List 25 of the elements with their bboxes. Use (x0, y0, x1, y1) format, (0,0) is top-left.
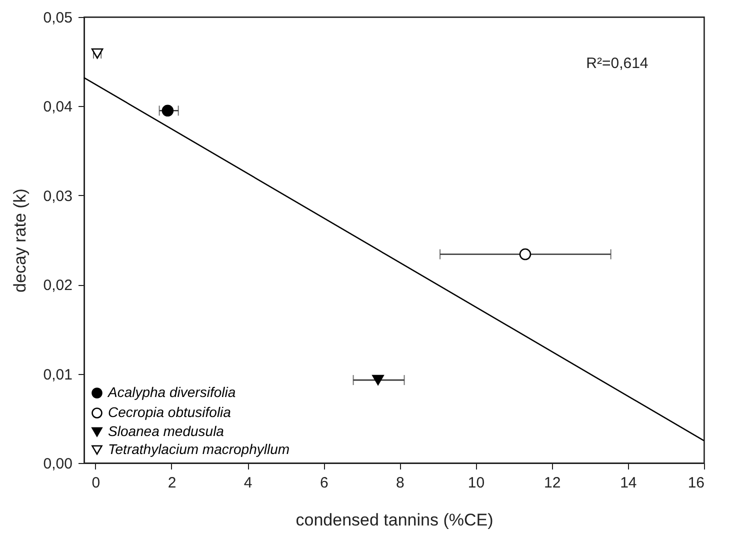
x-tick-label: 12 (544, 474, 561, 492)
y-tick-label: 0,01 (43, 366, 72, 384)
x-tick-label: 16 (688, 474, 704, 492)
x-tick-label: 0 (92, 474, 100, 492)
legend-label: Acalypha diversifolia (107, 384, 236, 400)
y-tick-label: 0,02 (43, 277, 72, 294)
x-tick-label: 10 (468, 474, 485, 492)
x-tick-label: 14 (620, 474, 637, 492)
x-tick-label: 4 (244, 474, 252, 492)
legend-label: Cecropia obtusifolia (108, 404, 232, 420)
point (519, 248, 532, 260)
y-tick-label: 0,00 (43, 456, 72, 472)
legend-label: Sloanea medusula (108, 423, 224, 439)
x-axis-title: condensed tannins (%CE) (296, 510, 494, 530)
y-tick-label: 0,03 (43, 188, 72, 205)
annotation: R²=0,614 (586, 55, 648, 72)
point (162, 104, 174, 117)
y-tick-label: 0,05 (43, 10, 72, 26)
x-tick-label: 6 (320, 474, 328, 492)
x-tick-label: 2 (168, 474, 176, 492)
legend-label: Tetrathylacium macrophyllum (108, 441, 290, 457)
y-axis-title: decay rate (k) (10, 188, 30, 292)
x-tick-label: 8 (396, 474, 404, 492)
point (372, 374, 384, 386)
y-tick-label: 0,04 (43, 98, 72, 116)
